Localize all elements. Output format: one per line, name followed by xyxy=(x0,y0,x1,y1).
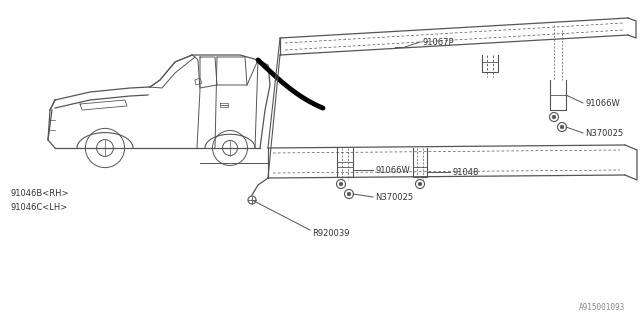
Text: 91067P: 91067P xyxy=(422,37,454,46)
Text: N370025: N370025 xyxy=(585,129,623,138)
Circle shape xyxy=(418,182,422,186)
Text: 91066W: 91066W xyxy=(375,165,410,174)
Circle shape xyxy=(552,115,556,119)
Text: 91048: 91048 xyxy=(452,167,478,177)
Text: A915001093: A915001093 xyxy=(579,303,625,312)
Text: R920039: R920039 xyxy=(312,228,349,237)
Circle shape xyxy=(339,182,343,186)
Text: 91046B<RH>: 91046B<RH> xyxy=(10,188,68,197)
Circle shape xyxy=(560,125,564,129)
Text: 91066W: 91066W xyxy=(585,99,620,108)
Circle shape xyxy=(348,192,351,196)
Text: N370025: N370025 xyxy=(375,193,413,202)
Text: 91046C<LH>: 91046C<LH> xyxy=(10,203,67,212)
